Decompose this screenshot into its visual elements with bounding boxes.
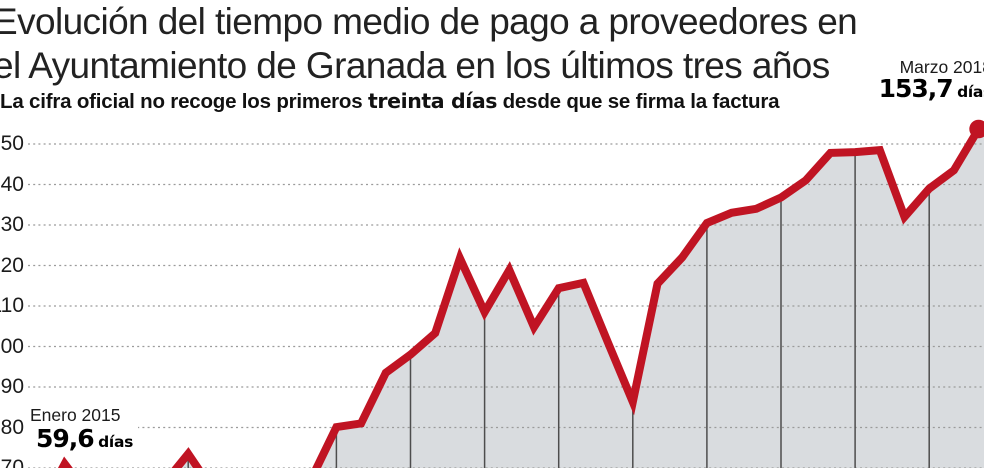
end-point-dot [969,119,984,139]
area-fill [40,129,984,468]
chart-subtitle: La cifra oficial no recoge los primeros … [0,89,780,114]
subtitle-text-post: desde que se firma la factura [497,90,780,113]
end-annotation-date: Marzo 2018 [899,57,984,77]
subtitle-text-pre: La cifra oficial no recoge los primeros [0,90,368,113]
start-annotation: Enero 2015 59,6 días [28,405,139,455]
y-axis-label-90: 90 [0,375,24,398]
y-axis-label-120: 120 [0,253,24,277]
y-axis-label-110: 110 [0,294,24,317]
end-annotation-unit: días [957,83,984,102]
y-axis-label-130: 130 [0,213,24,236]
end-annotation: Marzo 2018 153,7 días [879,58,984,103]
y-axis-label-150: 150 [0,132,24,155]
chart-title-line2: el Ayuntamiento de Granada en los último… [0,45,830,86]
end-annotation-value: 153,7 [878,74,954,104]
payment-time-line [57,126,983,468]
start-annotation-date: Enero 2015 [30,405,121,425]
subtitle-text-bold: treinta días [367,89,498,113]
y-axis-label-100: 100 [0,334,24,358]
start-annotation-unit: días [98,433,134,452]
y-axis-label-80: 80 [0,415,24,439]
y-axis-label-140: 140 [0,172,24,196]
y-axis-label-70: 70 [0,456,24,468]
start-annotation-value: 59,6 [36,424,95,454]
chart-title-line1: Evolución del tiempo medio de pago a pro… [0,1,858,42]
